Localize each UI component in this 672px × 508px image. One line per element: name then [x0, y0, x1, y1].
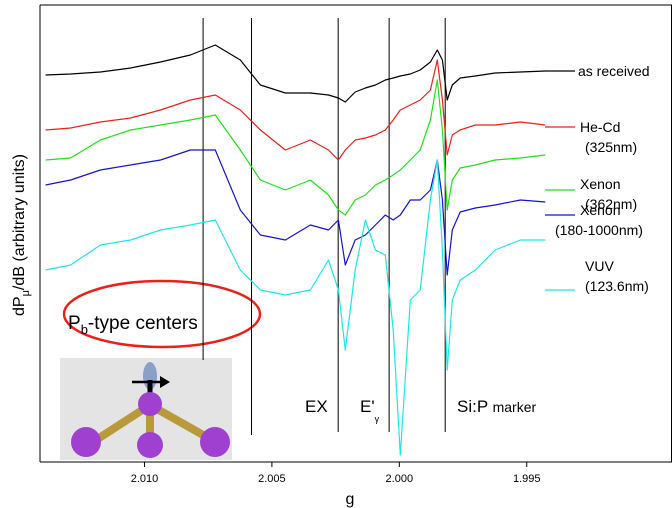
annotation: EX — [305, 397, 328, 416]
y-axis-label: dPμ/dB (arbitrary units) — [11, 154, 32, 316]
y-label-part: μ — [20, 290, 32, 296]
x-tick-label: 2.010 — [131, 473, 159, 485]
legend-label: VUV (123.6nm) — [585, 258, 649, 294]
annotation-part: marker — [493, 399, 537, 415]
y-label-part: dP — [11, 296, 28, 316]
legend-label: Xenon (180-1000nm) — [555, 202, 643, 238]
series-line — [45, 44, 546, 103]
legend-line: He-Cd — [580, 119, 620, 135]
annotation: E'γ — [360, 397, 380, 424]
series-line — [45, 149, 546, 276]
annotation: Si:P marker — [457, 397, 536, 416]
legend-line: (180-1000nm) — [555, 222, 643, 238]
inset-image — [60, 358, 232, 460]
y-label-part: /dB (arbitrary units) — [11, 154, 28, 290]
legend-line: Xenon — [580, 176, 620, 192]
annotation: Pb-type centers — [68, 313, 198, 337]
legend-label: as received — [578, 63, 650, 79]
annotation-part: -type centers — [88, 313, 198, 334]
series-line — [45, 159, 546, 456]
legend-line: (362nm) — [585, 196, 637, 212]
annotation-part: b — [81, 322, 88, 337]
legend-line: as received — [578, 63, 650, 79]
series-line — [45, 79, 546, 216]
legend-line: (325nm) — [585, 139, 637, 155]
x-tick-label: 2.005 — [258, 473, 286, 485]
legend-line: (123.6nm) — [585, 278, 649, 294]
highlight-ellipse — [62, 279, 262, 349]
x-axis-label: g — [346, 491, 355, 508]
legend-line: VUV — [585, 258, 614, 274]
series-line — [45, 59, 546, 161]
annotation-part: E' — [360, 397, 375, 416]
x-tick-label: 2.000 — [386, 473, 414, 485]
annotation-part: Si:P — [457, 397, 493, 416]
x-tick-label: 1.995 — [513, 473, 541, 485]
annotation-part: γ — [375, 414, 380, 424]
legend-label: He-Cd (325nm) — [580, 119, 637, 155]
legend-line: Xenon — [580, 202, 620, 218]
legend-label: Xenon (362nm) — [580, 176, 637, 212]
annotation-part: P — [68, 313, 81, 334]
